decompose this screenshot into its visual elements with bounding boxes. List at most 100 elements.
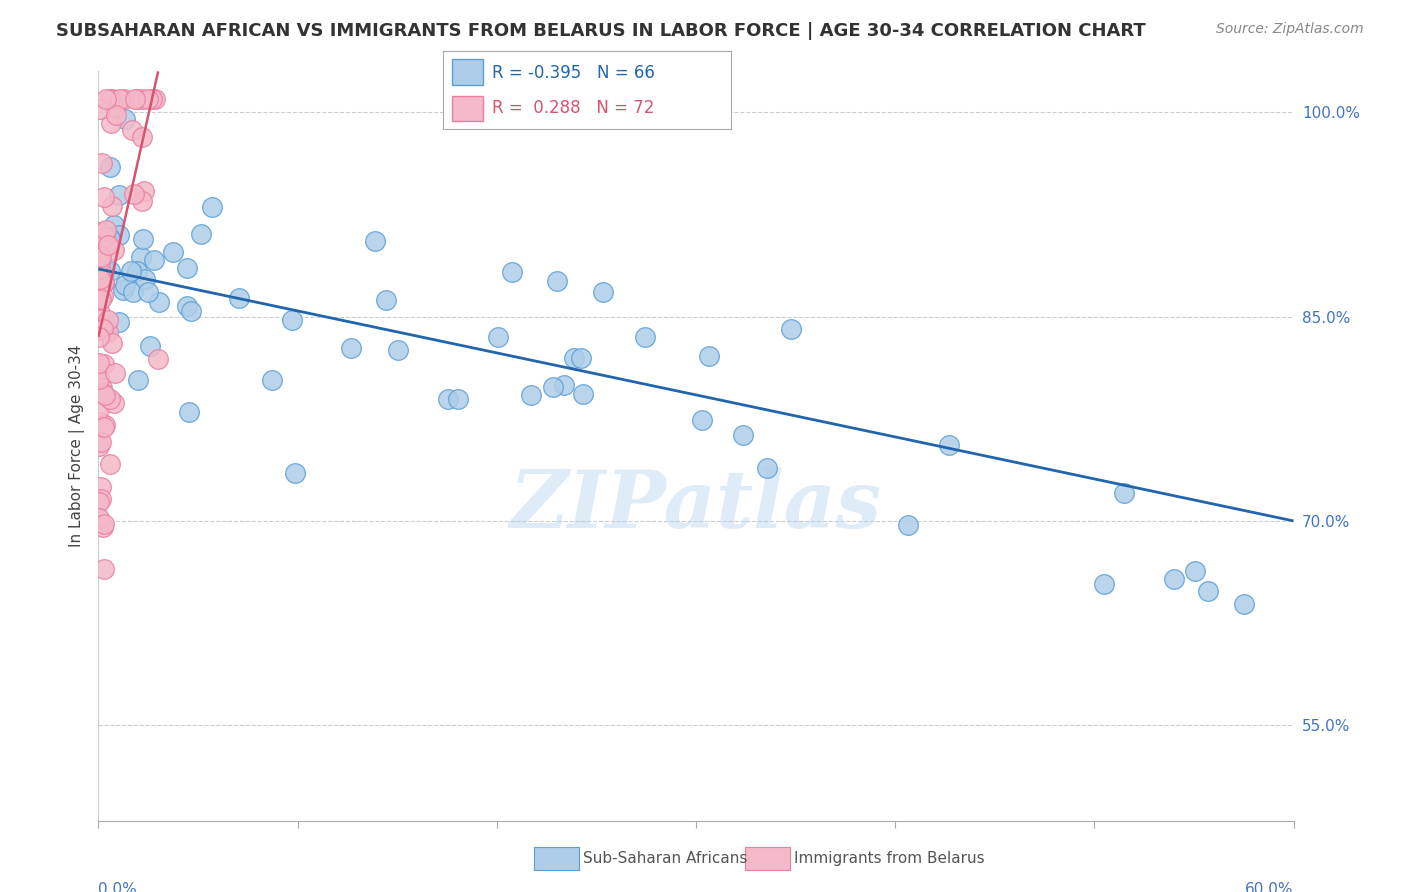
Point xyxy=(91,385,114,400)
FancyBboxPatch shape xyxy=(451,60,484,86)
Text: 60.0%: 60.0% xyxy=(1246,882,1294,892)
Point xyxy=(121,285,143,299)
Point xyxy=(103,395,125,409)
Point xyxy=(780,322,803,336)
Text: ZIPatlas: ZIPatlas xyxy=(510,467,882,545)
Point xyxy=(699,350,721,364)
Point xyxy=(104,366,127,380)
Point xyxy=(94,92,117,106)
Point xyxy=(93,275,115,289)
Point xyxy=(93,420,115,434)
Point xyxy=(1112,485,1135,500)
Point xyxy=(690,413,713,427)
Point xyxy=(127,92,149,106)
Text: Immigrants from Belarus: Immigrants from Belarus xyxy=(794,851,986,865)
Point xyxy=(143,252,166,267)
Point xyxy=(98,92,121,106)
Point xyxy=(177,405,200,419)
Point xyxy=(87,372,110,386)
Point xyxy=(94,417,117,432)
Point xyxy=(105,108,128,122)
Point xyxy=(87,355,110,369)
Point xyxy=(340,341,363,355)
Point xyxy=(87,439,110,453)
Point xyxy=(89,254,111,268)
Point xyxy=(89,293,111,308)
Point xyxy=(1184,565,1206,579)
Point xyxy=(89,228,111,243)
Point xyxy=(91,321,114,335)
Point xyxy=(89,323,111,337)
Point xyxy=(127,373,149,387)
Point xyxy=(114,112,136,126)
Point xyxy=(93,357,115,371)
Point xyxy=(141,92,163,106)
Point xyxy=(90,320,112,334)
Point xyxy=(134,184,156,198)
Point xyxy=(562,351,585,366)
Point xyxy=(93,264,115,278)
Point xyxy=(938,438,960,452)
Point xyxy=(755,460,778,475)
Point xyxy=(93,289,115,303)
Point xyxy=(284,466,307,480)
Point xyxy=(112,92,135,106)
Point xyxy=(131,194,153,208)
Point xyxy=(93,562,115,576)
Point xyxy=(97,313,120,327)
Point xyxy=(108,228,131,243)
Point xyxy=(134,272,156,286)
Point xyxy=(546,274,568,288)
Point xyxy=(143,92,166,106)
Point xyxy=(364,234,387,248)
Point xyxy=(90,491,112,506)
Point xyxy=(91,156,114,170)
Point xyxy=(201,201,224,215)
Point xyxy=(162,244,184,259)
Point xyxy=(501,265,523,279)
Point xyxy=(90,480,112,494)
Point xyxy=(104,100,127,114)
Point xyxy=(541,379,564,393)
Point xyxy=(127,264,149,278)
Y-axis label: In Labor Force | Age 30-34: In Labor Force | Age 30-34 xyxy=(69,344,84,548)
Point xyxy=(89,102,111,116)
Point xyxy=(103,218,125,232)
Point xyxy=(98,232,121,246)
Point xyxy=(96,223,118,237)
Point xyxy=(98,457,121,471)
Point xyxy=(124,187,146,202)
FancyBboxPatch shape xyxy=(451,95,484,121)
Point xyxy=(136,92,159,106)
Point xyxy=(108,92,131,106)
Point xyxy=(89,495,111,509)
Point xyxy=(447,392,470,406)
Point xyxy=(124,92,146,106)
Point xyxy=(87,511,110,525)
Point xyxy=(93,517,115,532)
Point xyxy=(569,351,592,365)
Point xyxy=(520,388,543,402)
Text: 0.0%: 0.0% xyxy=(98,882,138,892)
Point xyxy=(97,238,120,252)
Text: R =  0.288   N = 72: R = 0.288 N = 72 xyxy=(492,99,654,117)
Point xyxy=(387,343,409,357)
Point xyxy=(139,338,162,352)
Point xyxy=(100,199,122,213)
Point xyxy=(120,264,142,278)
Point xyxy=(129,250,152,264)
Point xyxy=(592,285,614,299)
Point xyxy=(89,415,111,429)
Point xyxy=(98,263,121,277)
Point xyxy=(93,276,115,290)
Point xyxy=(180,304,202,318)
Point xyxy=(87,330,110,344)
Text: SUBSAHARAN AFRICAN VS IMMIGRANTS FROM BELARUS IN LABOR FORCE | AGE 30-34 CORRELA: SUBSAHARAN AFRICAN VS IMMIGRANTS FROM BE… xyxy=(56,22,1146,40)
Point xyxy=(131,129,153,144)
Point xyxy=(148,294,170,309)
Point xyxy=(93,190,115,204)
Point xyxy=(132,231,155,245)
Point xyxy=(98,392,121,406)
Point xyxy=(98,160,121,174)
Point xyxy=(136,285,159,299)
